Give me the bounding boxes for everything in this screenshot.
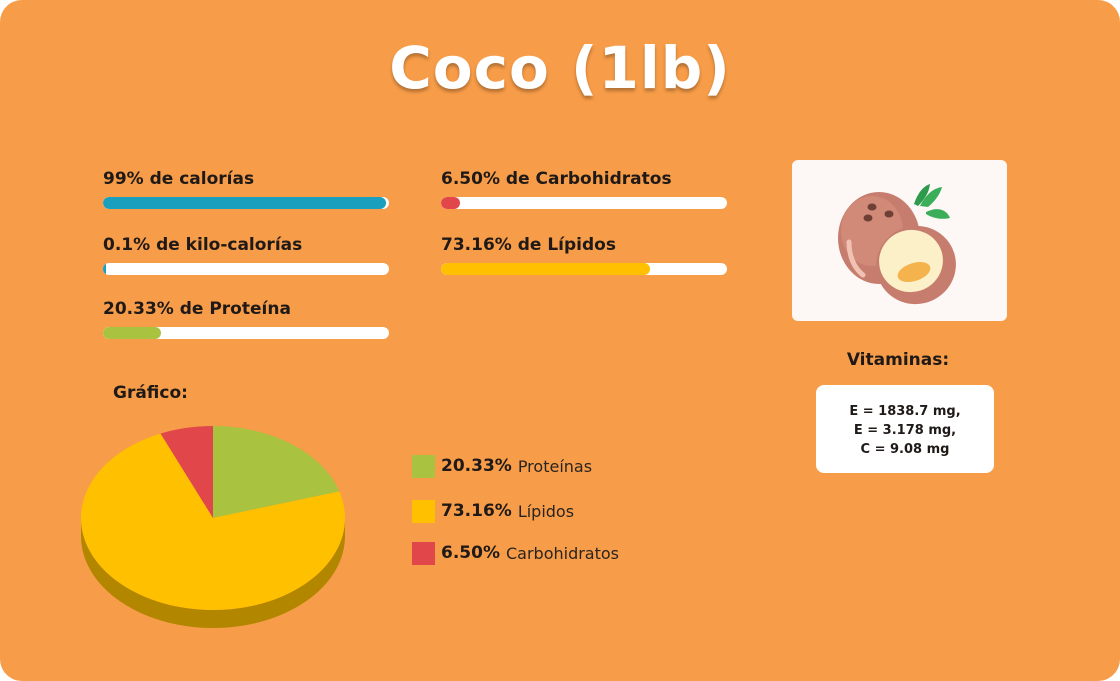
- pie-slice-carbohidratos: [160, 426, 213, 518]
- stat-kilocalorias: 0.1% de kilo-calorías: [103, 234, 393, 275]
- legend-item-lipidos: 73.16% Lípidos: [412, 499, 574, 523]
- coconut-icon: [838, 184, 956, 305]
- chart-label: Gráfico:: [113, 383, 188, 403]
- food-image: [792, 160, 1007, 321]
- pie-slice-lípidos: [81, 433, 346, 610]
- progress-fill: [441, 263, 651, 275]
- stat-carbohidratos: 6.50% de Carbohidratos: [441, 168, 731, 209]
- stat-calorias: 99% de calorías: [103, 168, 393, 209]
- stat-label: 73.16% de Lípidos: [441, 235, 616, 255]
- progress-track: [441, 263, 727, 275]
- progress-fill: [103, 263, 107, 275]
- pie-side-lípidos: [81, 518, 345, 628]
- stat-label: 99% de calorías: [103, 169, 255, 189]
- legend-name: Proteínas: [517, 456, 593, 476]
- stat-proteina: 20.33% de Proteína: [103, 298, 393, 339]
- stat-lipidos: 73.16% de Lípidos: [441, 234, 731, 275]
- legend-item-carbohidratos: 6.50% Carbohidratos: [412, 541, 619, 565]
- vitamin-line: E = 3.178 mg,: [853, 423, 957, 438]
- vitamin-line: E = 1838.7 mg,: [849, 404, 961, 419]
- legend-name: Carbohidratos: [505, 543, 620, 563]
- legend-swatch: [412, 541, 435, 565]
- legend-item-proteinas: 20.33% Proteínas: [412, 454, 592, 478]
- progress-fill: [103, 197, 387, 209]
- legend-name: Lípidos: [517, 501, 575, 521]
- stat-label: 6.50% de Carbohidratos: [441, 169, 672, 189]
- vitamin-line: C = 9.08 mg: [860, 442, 950, 457]
- legend-value: 6.50%: [441, 543, 500, 563]
- page-title: Coco (1lb): [389, 34, 731, 102]
- stat-label: 20.33% de Proteína: [103, 299, 291, 319]
- progress-fill: [103, 327, 162, 339]
- progress-track: [103, 197, 389, 209]
- progress-track: [103, 327, 389, 339]
- legend-value: 20.33%: [441, 456, 512, 476]
- vitamins-title: Vitaminas:: [846, 350, 950, 370]
- pie-slice-proteínas: [213, 426, 340, 518]
- legend-value: 73.16%: [441, 501, 512, 521]
- legend-swatch: [412, 499, 435, 523]
- progress-track: [103, 263, 389, 275]
- vitamins-panel: E = 1838.7 mg, E = 3.178 mg, C = 9.08 mg: [816, 385, 994, 473]
- stat-label: 0.1% de kilo-calorías: [103, 235, 303, 255]
- progress-track: [441, 197, 727, 209]
- pie-chart: [81, 426, 346, 628]
- progress-fill: [441, 197, 460, 209]
- legend-swatch: [412, 454, 435, 478]
